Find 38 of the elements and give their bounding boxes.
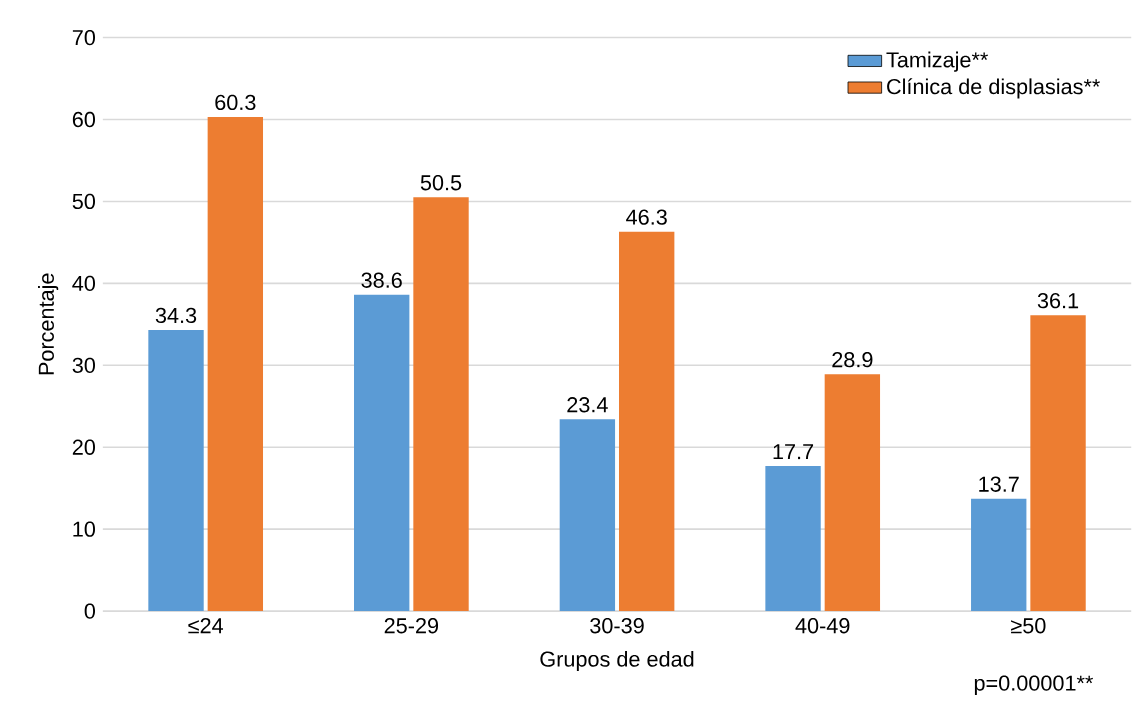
x-tick-label: ≤24	[188, 618, 224, 634]
bar	[971, 498, 1027, 612]
bar	[765, 466, 821, 612]
y-axis-title: Porcentaje	[38, 273, 59, 375]
y-tick-label: 10	[73, 521, 96, 537]
bar	[354, 294, 410, 612]
data-label: 60.3	[215, 94, 256, 111]
data-label: 17.7	[773, 444, 814, 460]
y-tick-label: 30	[72, 357, 96, 373]
legend-label: Tamizaje**	[886, 51, 989, 72]
x-axis-title: Grupos de edad	[540, 650, 694, 672]
y-tick-label: 20	[72, 439, 96, 455]
y-tick-label: 60	[72, 111, 96, 128]
data-label: 23.4	[567, 397, 608, 413]
bar	[148, 330, 204, 612]
data-label: 34.3	[155, 307, 197, 324]
bar	[1030, 315, 1086, 612]
x-tick-label: 25-29	[384, 618, 439, 634]
data-label: 13.7	[979, 476, 1019, 492]
data-label: 50.5	[420, 175, 462, 191]
data-label: 28.9	[832, 352, 873, 368]
y-tick-label: 40	[72, 275, 96, 292]
y-tick-label: 0	[84, 603, 96, 619]
bar	[207, 117, 264, 612]
legend-label: Clínica de displasias**	[887, 78, 1100, 99]
data-label: 46.3	[626, 209, 667, 225]
x-tick-label: 40-49	[795, 618, 850, 634]
x-tick-label: ≥50	[1011, 618, 1046, 634]
bar	[559, 419, 616, 612]
bar	[413, 197, 469, 612]
data-label: 36.1	[1037, 293, 1079, 309]
data-label: 38.6	[361, 272, 402, 288]
x-tick-label: 30-39	[590, 618, 644, 634]
y-tick-label: 70	[72, 29, 96, 46]
bar	[619, 231, 675, 612]
bar	[824, 374, 881, 612]
y-tick-label: 50	[72, 193, 96, 210]
text: p=0.00001**	[974, 675, 1094, 696]
